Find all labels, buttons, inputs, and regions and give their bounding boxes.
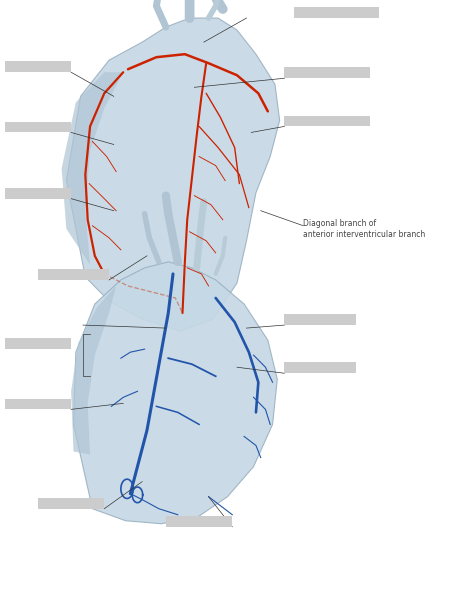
Polygon shape <box>73 262 277 524</box>
FancyBboxPatch shape <box>5 61 71 72</box>
FancyBboxPatch shape <box>284 67 370 78</box>
FancyBboxPatch shape <box>284 116 370 126</box>
Polygon shape <box>66 18 280 331</box>
FancyBboxPatch shape <box>5 399 71 409</box>
FancyBboxPatch shape <box>166 516 232 527</box>
FancyBboxPatch shape <box>5 338 71 349</box>
FancyBboxPatch shape <box>38 269 109 280</box>
FancyBboxPatch shape <box>38 498 104 509</box>
FancyBboxPatch shape <box>284 314 356 325</box>
Polygon shape <box>62 72 123 265</box>
FancyBboxPatch shape <box>5 122 71 132</box>
Text: Diagonal branch of
anterior interventricular branch: Diagonal branch of anterior interventric… <box>303 219 426 239</box>
FancyBboxPatch shape <box>284 362 356 373</box>
FancyBboxPatch shape <box>5 188 71 199</box>
FancyBboxPatch shape <box>294 7 379 18</box>
Polygon shape <box>71 286 116 455</box>
